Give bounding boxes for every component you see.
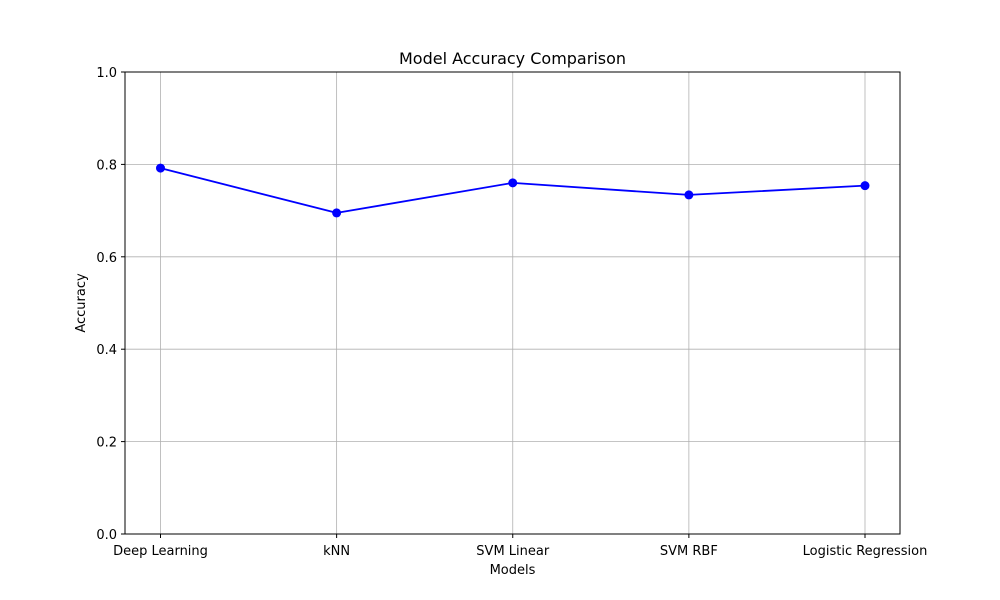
x-tick-label: SVM Linear <box>476 544 550 559</box>
y-tick-label: 0.6 <box>96 251 117 266</box>
x-axis-label: Models <box>490 563 536 578</box>
data-point <box>860 181 870 191</box>
data-point <box>156 163 165 173</box>
y-axis-label: Accuracy <box>74 273 89 333</box>
y-tick-label: 0.2 <box>96 436 117 451</box>
data-point <box>332 208 342 218</box>
x-tick-label: kNN <box>323 544 350 559</box>
series-layer <box>156 163 870 218</box>
grid-layer <box>125 71 900 535</box>
y-tick-label: 1.0 <box>96 66 117 81</box>
y-tick-label: 0.8 <box>96 158 117 173</box>
x-tick-label: Logistic Regression <box>803 544 928 559</box>
y-tick-label: 0.0 <box>96 528 117 543</box>
x-tick-label: SVM RBF <box>660 544 718 559</box>
chart-title: Model Accuracy Comparison <box>399 49 626 68</box>
tick-layer: Deep Learning kNN SVM Linear SVM RBF Logisti… <box>96 66 927 559</box>
data-point <box>508 178 518 188</box>
data-point <box>684 190 694 200</box>
x-tick-label: Deep Learning <box>113 544 208 559</box>
y-tick-label: 0.4 <box>96 343 117 358</box>
